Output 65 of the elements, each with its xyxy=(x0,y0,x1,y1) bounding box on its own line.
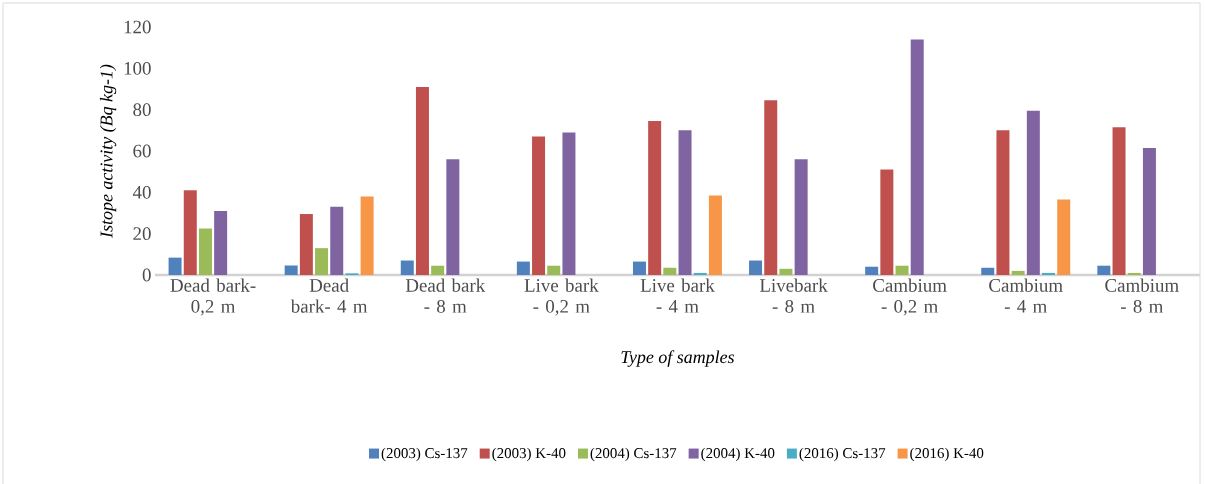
bar xyxy=(764,100,778,275)
bar xyxy=(880,169,894,275)
bar xyxy=(895,265,909,275)
bar xyxy=(1127,272,1141,275)
bar xyxy=(400,260,414,275)
bar xyxy=(547,265,561,275)
bar xyxy=(168,257,182,275)
legend-label: (2016) Cs-137 xyxy=(799,447,886,462)
bar xyxy=(1142,147,1156,275)
bar xyxy=(749,260,763,275)
x-tick-label: Live bark - 4 m xyxy=(640,278,715,313)
y-tick-label: 100 xyxy=(124,61,151,75)
x-tick-label: Dead bark - 8 m xyxy=(405,278,486,313)
bar xyxy=(1026,110,1040,275)
bar xyxy=(678,130,692,275)
bar xyxy=(516,261,530,275)
legend-label: (2016) K-40 xyxy=(910,447,984,462)
bar xyxy=(1042,272,1056,275)
bar xyxy=(1097,265,1111,275)
bar xyxy=(1057,199,1071,275)
bar xyxy=(865,266,879,275)
y-tick-label: 80 xyxy=(133,103,151,117)
y-tick-label: 20 xyxy=(133,227,151,241)
x-tick-label: Dead bark- 4 m xyxy=(290,278,368,313)
bar xyxy=(663,267,677,275)
bar xyxy=(415,86,429,275)
bar xyxy=(183,190,197,275)
y-tick-label: 120 xyxy=(124,20,151,34)
bar xyxy=(315,248,329,275)
bar xyxy=(708,195,722,275)
bar xyxy=(779,268,793,275)
bar xyxy=(693,272,707,275)
bar xyxy=(562,132,576,275)
bar xyxy=(431,265,445,275)
bar xyxy=(648,121,662,275)
x-tick-label: Livebark - 8 m xyxy=(759,278,828,313)
bar xyxy=(284,265,298,275)
y-tick-label: 0 xyxy=(142,268,151,282)
x-tick-label: Cambium - 8 m xyxy=(1105,278,1179,313)
bar xyxy=(1011,270,1025,275)
bar xyxy=(981,267,995,275)
x-tick-label: Live bark - 0,2 m xyxy=(524,278,599,316)
x-tick-label: Dead bark- 0,2 m xyxy=(170,278,256,316)
y-tick-label: 60 xyxy=(133,144,151,158)
bar xyxy=(360,196,374,275)
legend-label: (2003) Cs-137 xyxy=(381,447,468,462)
bar xyxy=(446,159,460,275)
bar xyxy=(1112,127,1126,275)
bar xyxy=(794,159,808,275)
y-axis-title: Istope activity (Bq kg-1) xyxy=(99,64,117,238)
bar xyxy=(198,228,212,275)
legend-label: (2004) Cs-137 xyxy=(590,447,677,462)
bar xyxy=(330,206,344,275)
bar xyxy=(299,214,313,275)
y-tick-label: 40 xyxy=(132,185,151,199)
x-axis-title: Type of samples xyxy=(621,350,734,367)
x-tick-label: Cambium - 0,2 m xyxy=(873,278,947,316)
bar xyxy=(996,130,1010,275)
x-tick-label: Cambium - 4 m xyxy=(989,278,1063,313)
legend-label: (2004) K-40 xyxy=(701,447,775,462)
bar xyxy=(532,136,546,275)
legend-label: (2003) K-40 xyxy=(492,447,566,462)
bar xyxy=(910,39,924,275)
bar xyxy=(214,210,228,275)
bar xyxy=(632,261,646,275)
